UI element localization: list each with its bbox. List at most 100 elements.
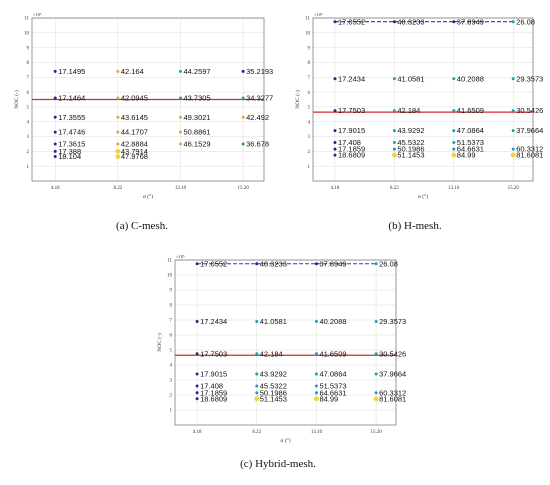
data-point [53,115,57,119]
data-label: 40.3233 [397,17,424,26]
data-point [115,148,121,154]
data-label: 40.2088 [457,74,484,83]
data-point [452,109,456,113]
data-label: 81.6081 [379,394,406,403]
data-point [195,384,199,388]
y-tick-label: 3 [27,135,30,140]
data-point [116,142,120,146]
data-point [314,396,319,402]
x-axis-label: α (°) [418,193,428,200]
data-label: 26.08 [516,17,535,26]
caption-b: (b) H-mesh. [388,220,441,232]
data-point [373,396,379,402]
data-label: 64.6631 [319,388,346,397]
y-tick-label: 2 [27,150,30,155]
data-label: 37.9664 [379,370,406,379]
data-point [195,397,199,401]
y-tick-label: 1 [170,409,173,414]
data-label: 37.8949 [319,259,346,268]
data-point [374,391,378,395]
data-point [333,147,337,151]
data-point [452,140,456,144]
caption-c: (c) Hybrid-mesh. [240,458,316,470]
data-label: 17.4746 [58,128,85,137]
data-label: 17.1495 [58,67,85,76]
data-point [511,129,515,133]
data-point [333,140,337,144]
data-label: 17.7503 [338,106,365,115]
data-point [314,391,318,395]
data-label: 51.1453 [260,394,287,403]
data-point [392,20,396,24]
plot-frame [312,17,534,182]
data-label: 17.3555 [58,113,85,122]
data-point [314,352,318,356]
x-tick-label: 13.10 [311,430,323,435]
data-point [195,352,199,356]
data-label: 84.99 [319,394,338,403]
data-point [116,96,120,100]
data-label: 60.3312 [516,145,543,154]
y-axis-label: NOC (-) [156,333,163,352]
y-tick-label: 9 [170,289,173,294]
data-label: 44.2597 [183,67,210,76]
data-label: 42.492 [246,113,269,122]
data-label: 34.3277 [246,94,273,103]
y-axis-label: NOC (-) [294,90,301,109]
data-point [53,96,57,100]
x-tick-label: 8.22 [390,186,399,191]
data-point [374,320,378,323]
x-tick-label: 4.18 [51,186,60,191]
data-label: 43.9292 [260,370,287,379]
data-label: 51.1453 [397,151,424,160]
data-point [314,262,318,266]
data-label: 42.8884 [121,140,148,149]
x-tick-label: 8.22 [252,430,261,435]
data-point [392,140,396,144]
data-point [53,142,57,146]
data-label: 17.2434 [338,74,365,83]
data-label: 50.1986 [260,388,287,397]
data-label: 37.8949 [457,17,484,26]
data-point [254,396,260,402]
x-tick-label: 4.18 [193,430,202,435]
data-label: 17.3615 [58,140,85,149]
data-label: 41.6509 [457,106,484,115]
y-tick-label: 10 [305,32,311,37]
data-label: 29.3573 [379,317,406,326]
x-tick-label: 15.20 [370,430,382,435]
data-label: 42.184 [397,106,420,115]
y-tick-label: 3 [170,379,173,384]
data-point [178,115,182,119]
y-exponent-label: ×10⁵ [176,254,185,259]
data-label: 30.5426 [379,349,406,358]
x-tick-label: 15.20 [237,186,249,191]
x-axis-label: α (°) [280,437,290,444]
data-label: 18.104 [58,152,81,161]
data-point [53,155,57,159]
y-tick-label: 6 [170,334,173,339]
data-label: 18.6809 [200,394,227,403]
data-point [452,147,456,151]
y-tick-label: 10 [167,274,173,279]
data-point [314,372,318,376]
data-label: 17.9015 [200,370,227,379]
data-point [195,391,199,395]
data-label: 40.2088 [319,317,346,326]
y-tick-label: 5 [170,349,173,354]
data-label: 49.3021 [183,113,210,122]
y-tick-label: 9 [27,46,30,51]
data-point [452,77,456,81]
data-label: 47.0864 [319,370,346,379]
y-tick-label: 8 [308,61,311,66]
data-point [115,154,121,159]
data-point [255,384,259,388]
data-label: 18.6809 [338,151,365,160]
y-tick-label: 9 [308,46,311,51]
y-tick-label: 7 [308,76,311,81]
data-point [374,262,378,266]
data-label: 51.5373 [457,138,484,147]
data-label: 35.2193 [246,67,273,76]
y-tick-label: 5 [308,106,311,111]
